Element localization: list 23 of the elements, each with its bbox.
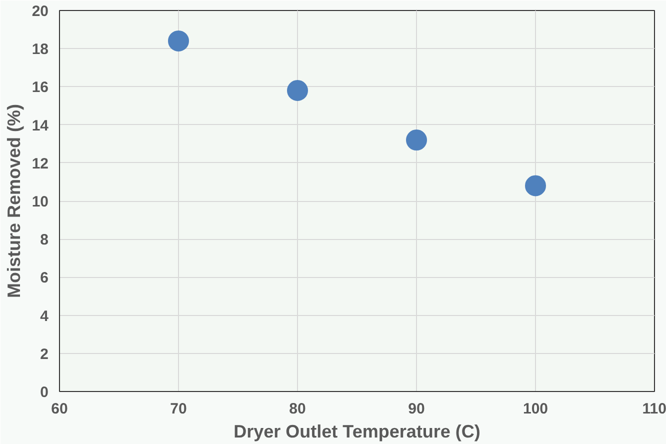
x-tick-label: 110 <box>642 400 666 418</box>
y-tick-label: 2 <box>40 346 48 363</box>
y-tick-label: 18 <box>32 41 49 58</box>
point <box>406 130 427 151</box>
x-tick-label: 90 <box>408 400 425 418</box>
point <box>168 30 189 52</box>
y-tick-label: 10 <box>32 194 49 210</box>
y-tick-label: 14 <box>32 117 50 134</box>
x-axis-title: Dryer Outlet Temperature (C) <box>234 422 480 442</box>
y-axis-title: Moisture Removed (%) <box>4 104 24 298</box>
y-tick-label: 16 <box>32 79 49 96</box>
y-tick-label: 20 <box>32 3 49 20</box>
x-tick-label: 100 <box>522 400 548 418</box>
x-tick-label: 80 <box>289 400 306 418</box>
point <box>287 80 308 101</box>
x-tick-label: 60 <box>51 400 68 418</box>
y-tick-label: 4 <box>40 308 50 325</box>
y-tick-label: 0 <box>40 384 48 401</box>
y-tick-label: 6 <box>40 270 48 287</box>
y-tick-label: 8 <box>40 232 48 249</box>
y-tick-label: 12 <box>32 155 49 172</box>
x-tick-label: 70 <box>170 400 187 418</box>
point <box>525 175 546 196</box>
